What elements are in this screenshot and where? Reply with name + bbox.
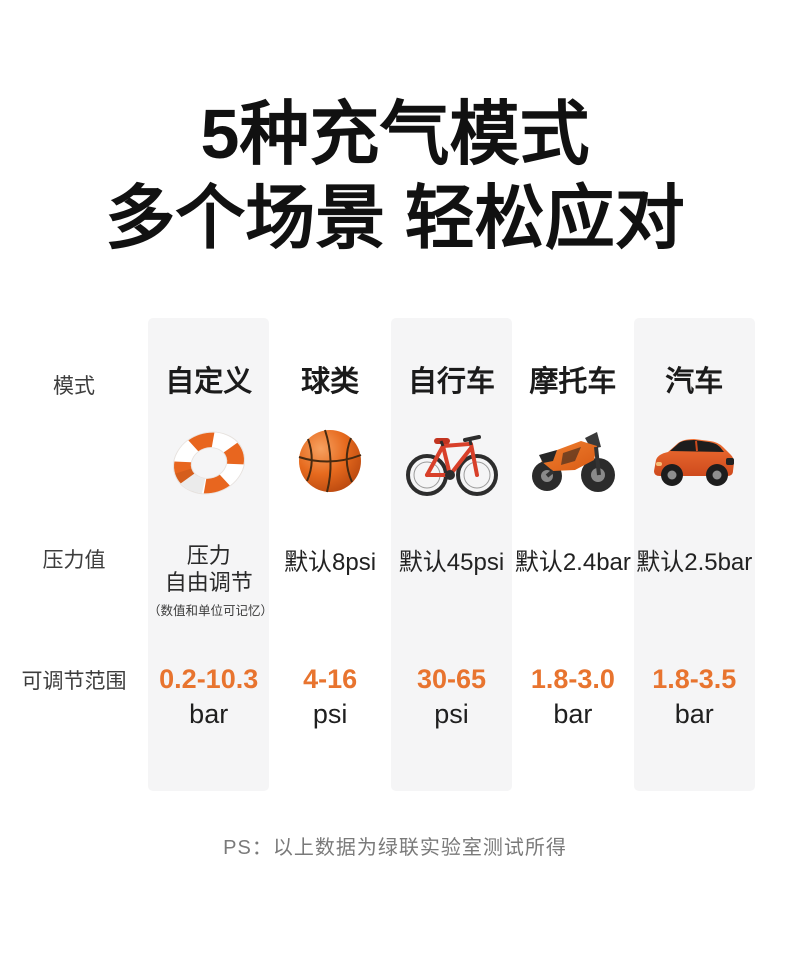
footer-note: PS：以上数据为绿联实验室测试所得 [223, 837, 567, 859]
pressure-default: 默认2.4bar [514, 549, 631, 576]
range-value: 30-65 [416, 664, 486, 694]
row-label-pressure: 压力值 [42, 549, 106, 572]
swim-ring-icon [159, 413, 259, 509]
car-icon [644, 413, 744, 509]
right-spacer [755, 318, 790, 791]
motorcycle-icon [523, 413, 623, 509]
row-label-range-cell: 可调节范围 [0, 636, 148, 791]
mode-comparison-table: 模式 压力值 可调节范围 自定义 [0, 318, 790, 791]
range-value: 0.2-10.3 [159, 664, 259, 694]
row-label-mode-cell: 模式 [0, 318, 148, 406]
range-unit: bar [553, 699, 593, 729]
column-bicycle-range-cell: 30-65 psi [391, 636, 512, 791]
row-label-column: 模式 压力值 可调节范围 [0, 318, 148, 791]
column-motorcycle-icon-cell [512, 406, 633, 516]
column-bicycle-header: 自行车 [391, 318, 512, 406]
column-custom-header: 自定义 [148, 318, 269, 406]
basketball-icon [280, 413, 380, 509]
column-balls-range-cell: 4-16 psi [269, 636, 390, 791]
column-custom-icon-cell [148, 406, 269, 516]
pressure-default: 默认8psi [284, 549, 377, 576]
column-bicycle-icon-cell [391, 406, 512, 516]
column-balls-header: 球类 [269, 318, 390, 406]
column-balls: 球类 [269, 318, 390, 791]
column-custom: 自定义 压力 自由调节 [148, 318, 274, 791]
column-car: 汽车 [633, 318, 755, 791]
column-motorcycle-header: 摩托车 [512, 318, 633, 406]
column-motorcycle-range-cell: 1.8-3.0 bar [512, 636, 633, 791]
column-car-header: 汽车 [634, 318, 755, 406]
column-car-title: 汽车 [665, 366, 724, 398]
pressure-default: 默认45psi [398, 549, 505, 576]
column-car-icon-cell [634, 406, 755, 516]
column-car-pressure-cell: 默认2.5bar [634, 516, 755, 636]
column-balls-icon-cell [269, 406, 390, 516]
page-title: 5种充气模式 多个场景 轻松应对 [0, 0, 790, 260]
range-unit: psi [312, 699, 348, 729]
range-value: 1.8-3.0 [530, 664, 615, 694]
column-motorcycle-pressure-cell: 默认2.4bar [512, 516, 633, 636]
pressure-line-2: 自由调节 [164, 570, 253, 595]
column-car-range-cell: 1.8-3.5 bar [634, 636, 755, 791]
column-bicycle-pressure-cell: 默认45psi [391, 516, 512, 636]
column-custom-range-cell: 0.2-10.3 bar [148, 636, 269, 791]
row-label-mode: 模式 [53, 375, 95, 398]
range-unit: psi [434, 699, 469, 729]
column-balls-pressure-cell: 默认8psi [269, 516, 390, 636]
row-label-pressure-cell: 压力值 [0, 516, 148, 636]
column-bicycle-title: 自行车 [407, 366, 495, 398]
row-label-range: 可调节范围 [21, 670, 127, 693]
range-value: 1.8-3.5 [652, 664, 737, 694]
pressure-line-1: 压力 [186, 543, 231, 568]
title-line-2: 多个场景 轻松应对 [105, 179, 685, 257]
bicycle-icon [401, 413, 501, 509]
range-unit: bar [674, 699, 714, 729]
title-line-1: 5种充气模式 [200, 95, 590, 173]
pressure-note: （数值和单位可记忆） [148, 604, 274, 618]
row-label-icon-spacer [0, 406, 148, 516]
column-custom-title: 自定义 [165, 366, 253, 398]
pressure-default: 默认2.5bar [636, 549, 753, 576]
column-balls-title: 球类 [301, 366, 360, 398]
column-custom-pressure-cell: 压力 自由调节 （数值和单位可记忆） [148, 516, 274, 636]
column-motorcycle: 摩托车 [512, 318, 633, 791]
range-unit: bar [189, 699, 229, 729]
column-bicycle: 自行车 [390, 318, 513, 791]
column-motorcycle-title: 摩托车 [529, 366, 617, 398]
range-value: 4-16 [303, 664, 358, 694]
